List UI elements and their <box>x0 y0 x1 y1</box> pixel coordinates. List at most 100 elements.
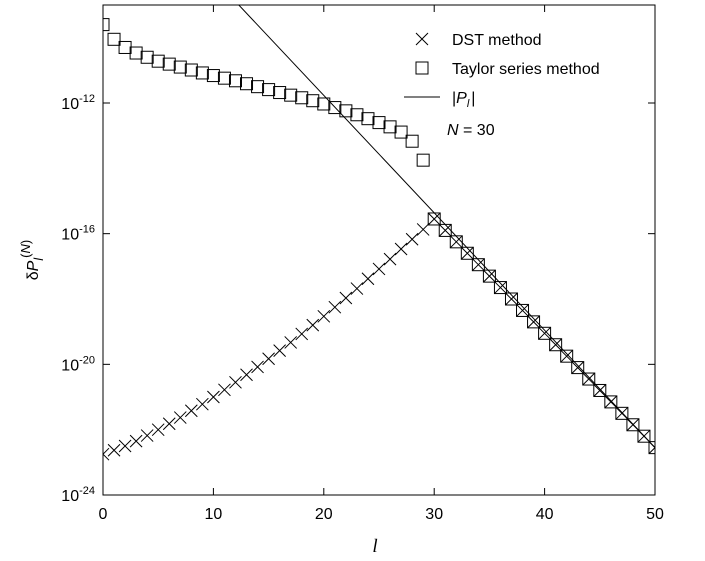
taylor-point <box>217 71 231 85</box>
taylor-point <box>516 303 530 317</box>
dst-point <box>472 258 485 272</box>
taylor-point <box>504 292 518 306</box>
dst-point <box>140 429 154 442</box>
taylor-point <box>460 246 474 260</box>
legend-label-dst: DST method <box>452 32 542 49</box>
taylor-point <box>162 57 176 71</box>
dst-point <box>637 429 651 443</box>
taylor-point <box>284 88 298 102</box>
dst-point <box>162 417 176 431</box>
taylor-point <box>361 112 375 126</box>
dst-point <box>394 242 408 256</box>
taylor-point <box>107 32 121 46</box>
dst-point <box>494 281 507 294</box>
taylor-point <box>228 74 242 88</box>
taylor-point <box>527 315 541 329</box>
taylor-point <box>604 395 618 409</box>
dst-point <box>405 232 419 246</box>
x-tick-label: 20 <box>315 506 333 523</box>
taylor-point <box>449 235 463 249</box>
taylor-point <box>383 120 397 134</box>
dst-point <box>173 411 187 424</box>
dst-point <box>103 447 110 461</box>
plot-area <box>103 5 655 461</box>
legend-entry-dst: DST method <box>415 32 542 49</box>
taylor-point <box>493 281 507 295</box>
taylor-point <box>295 91 309 105</box>
pl-line <box>238 5 655 448</box>
taylor-point <box>482 269 496 283</box>
dst-point <box>505 292 518 306</box>
taylor-point <box>560 349 574 363</box>
legend-label-taylor: Taylor series method <box>452 61 600 78</box>
dst-point <box>196 397 209 411</box>
taylor-point <box>405 134 419 148</box>
dst-point <box>593 384 607 397</box>
dst-point <box>416 223 430 236</box>
taylor-point <box>571 361 585 375</box>
taylor-point <box>140 50 154 64</box>
dst-point <box>527 315 540 329</box>
taylor-point <box>206 69 220 83</box>
dst-point <box>549 338 562 352</box>
taylor-point <box>339 104 353 118</box>
dst-point <box>372 262 386 276</box>
dst-point <box>361 272 375 286</box>
taylor-point <box>129 46 143 60</box>
y-axis-label: δPl(N) <box>18 240 46 281</box>
dst-point <box>604 395 618 409</box>
axes <box>102 4 656 496</box>
x-tick-label: 0 <box>99 506 108 523</box>
taylor-point <box>416 153 430 167</box>
annotation-n: N = 30 <box>447 122 495 139</box>
dst-point <box>615 406 629 420</box>
x-axis-label: l <box>372 536 377 557</box>
dst-point <box>129 434 143 448</box>
taylor-point <box>273 86 287 100</box>
taylor-point <box>615 406 629 420</box>
dst-point <box>229 375 242 389</box>
taylor-point <box>648 441 655 455</box>
taylor-point <box>593 383 607 397</box>
dst-point <box>218 383 231 397</box>
legend-square-marker <box>415 61 429 75</box>
dst-point <box>118 439 132 453</box>
taylor-point <box>549 338 563 352</box>
y-tick-label: 10-20 <box>61 354 95 374</box>
taylor-point <box>184 63 198 77</box>
dst-point <box>648 441 655 454</box>
dst-point <box>449 235 463 249</box>
dst-point <box>151 423 165 437</box>
legend-cross-marker <box>415 32 429 46</box>
dst-point <box>107 443 121 457</box>
taylor-point <box>240 77 254 91</box>
dst-point <box>460 246 474 260</box>
dst-point <box>317 309 331 323</box>
taylor-point <box>471 258 485 272</box>
plot-frame <box>102 4 656 496</box>
dst-point <box>306 318 320 332</box>
legend: DST method Taylor series method |Pl | N =… <box>404 32 600 139</box>
y-tick-label: 10-12 <box>61 93 95 113</box>
taylor-point <box>262 83 276 97</box>
taylor-point <box>317 97 331 111</box>
x-tick-label: 50 <box>646 506 664 523</box>
taylor-point <box>195 66 209 80</box>
dst-point <box>427 212 441 226</box>
dst-point <box>560 349 574 363</box>
dst-point <box>626 418 640 432</box>
taylor-point <box>394 125 408 139</box>
x-tick-label: 40 <box>536 506 554 523</box>
legend-cross-glyph <box>415 32 429 46</box>
legend-entry-pl: |Pl | <box>404 90 475 110</box>
x-tick-label: 30 <box>425 506 443 523</box>
taylor-point <box>306 94 320 108</box>
dst-point <box>262 352 275 366</box>
dst-point <box>571 361 585 374</box>
dst-point <box>383 252 397 266</box>
taylor-point <box>118 40 132 54</box>
taylor-point <box>251 80 265 94</box>
taylor-point <box>438 223 452 237</box>
dst-point <box>295 327 309 341</box>
